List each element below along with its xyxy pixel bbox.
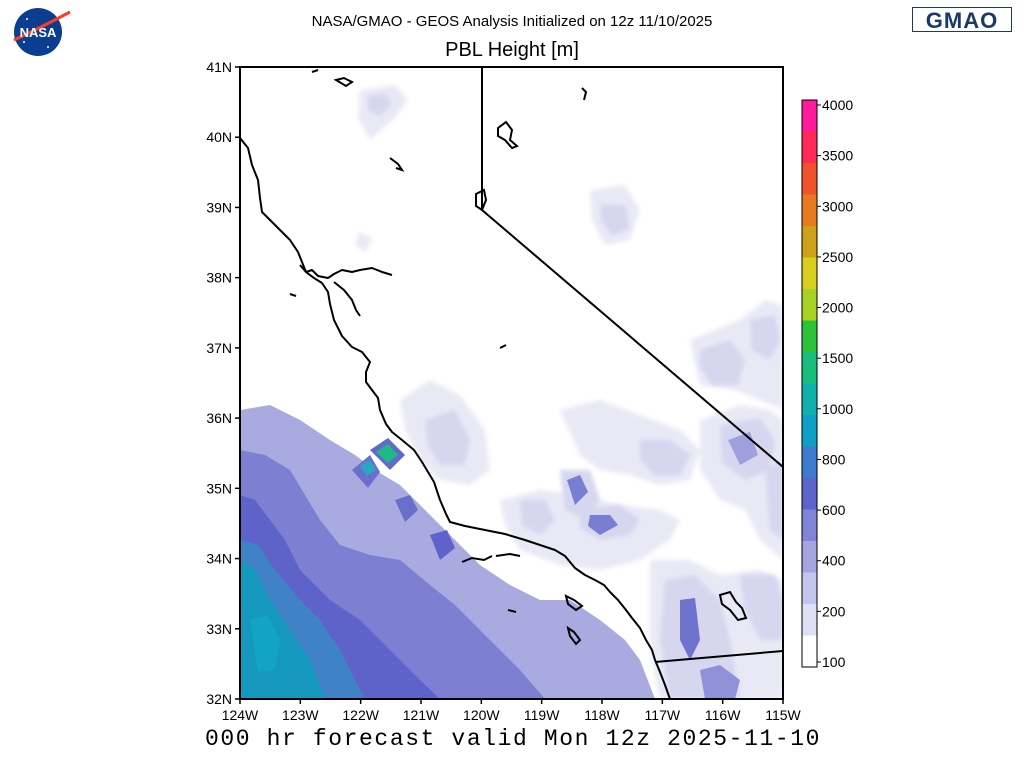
colorbar-swatch [802, 226, 817, 258]
lat-label: 38N [206, 270, 232, 286]
lon-label: 121W [403, 707, 440, 723]
lon-label: 124W [222, 707, 259, 723]
colorbar-swatch [802, 163, 817, 195]
colorbar-swatch [802, 415, 817, 447]
colorbar-label: 200 [822, 603, 846, 619]
page-title: NASA/GMAO - GEOS Analysis Initialized on… [311, 13, 713, 30]
colorbar-label: 800 [822, 451, 846, 467]
gmao-logo: GMAO [912, 7, 1012, 33]
lat-label: 37N [206, 340, 232, 356]
colorbar-label: 400 [822, 553, 846, 569]
lat-label: 34N [206, 551, 232, 567]
colorbar-label: 600 [822, 502, 846, 518]
lon-label: 115W [765, 707, 801, 723]
colorbar-swatch [802, 509, 817, 542]
longitude-axis: 124W 123W 122W 121W 120W 119W 118W 117W 116W 115W [222, 699, 802, 723]
lon-label: 123W [282, 707, 319, 723]
colorbar-swatch [802, 383, 817, 416]
colorbar-swatch [802, 289, 817, 321]
colorbar-label: 100 [822, 654, 846, 670]
colorbar-frame [801, 99, 818, 668]
lon-label: 116W [705, 707, 741, 723]
lat-label: 41N [206, 59, 232, 75]
colorbar: 4000 3500 3000 2500 2000 1500 1000 800 600 400 200… [801, 97, 853, 670]
colorbar-label: 1000 [822, 401, 853, 417]
nasa-logo: NASA [10, 6, 72, 58]
lat-label: 36N [206, 410, 232, 426]
colorbar-label: 3500 [822, 148, 853, 164]
lon-label: 120W [463, 707, 500, 723]
lat-label: 39N [206, 199, 232, 215]
pbl-field [240, 67, 783, 699]
colorbar-label: 2000 [822, 300, 853, 316]
colorbar-label: 4000 [822, 97, 853, 113]
colorbar-swatch [802, 635, 817, 668]
lat-label: 32N [206, 691, 232, 707]
lon-label: 122W [342, 707, 379, 723]
nasa-logo-text: NASA [20, 25, 57, 40]
field-title: PBL Height [m] [445, 39, 579, 61]
colorbar-swatch [802, 446, 817, 479]
colorbar-label: 2500 [822, 249, 853, 265]
colorbar-label: 3000 [822, 198, 853, 214]
colorbar-swatch [802, 572, 817, 605]
lat-label: 33N [206, 621, 232, 637]
lon-label: 119W [524, 707, 560, 723]
colorbar-swatch [802, 320, 817, 353]
colorbar-swatch [802, 257, 817, 290]
colorbar-swatch [802, 131, 817, 164]
colorbar-swatch [802, 194, 817, 227]
colorbar-swatch [802, 100, 817, 132]
lat-label: 40N [206, 129, 232, 145]
map-frame [239, 66, 784, 700]
forecast-valid-text: 000 hr forecast valid Mon 12z 2025-11-10 [205, 726, 822, 752]
lat-label: 35N [206, 480, 232, 496]
lon-label: 118W [584, 707, 620, 723]
colorbar-swatch [802, 541, 817, 573]
colorbar-swatch [802, 478, 817, 510]
latitude-axis: 41N 40N 39N 38N 37N 36N 35N 34N 33N 32N [206, 59, 240, 707]
colorbar-swatch [802, 604, 817, 636]
lon-label: 117W [645, 707, 681, 723]
colorbar-swatch [802, 352, 817, 384]
colorbar-label: 1500 [822, 350, 853, 366]
